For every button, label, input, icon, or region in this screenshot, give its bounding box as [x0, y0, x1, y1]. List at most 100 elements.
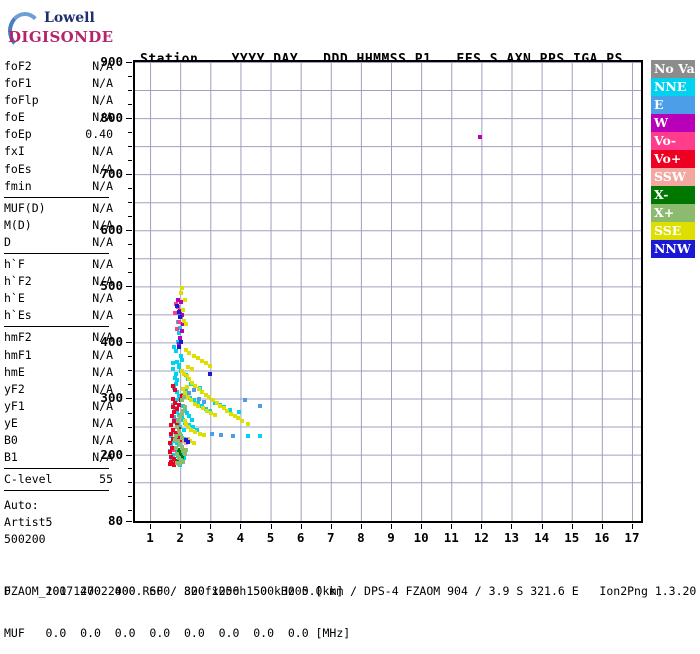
scatter-point	[208, 363, 213, 368]
muf-row: MUF 0.0 0.0 0.0 0.0 0.0 0.0 0.0 0.0 [MHz…	[4, 626, 351, 640]
scatter-point	[168, 441, 173, 446]
param-row: M(D) N/A	[4, 217, 116, 234]
scatter-point	[184, 373, 189, 378]
legend-item-x[interactable]: X-	[651, 186, 695, 204]
legend-item-e[interactable]: E	[651, 96, 695, 114]
scatter-point	[258, 404, 263, 409]
scatter-point	[191, 353, 196, 358]
legend-item-no-val[interactable]: No Val	[651, 60, 695, 78]
scatter-point	[177, 426, 182, 431]
y-axis-tick	[126, 454, 132, 456]
x-axis-tick	[300, 524, 302, 529]
scatter-point	[178, 325, 183, 330]
param-row: foF2 N/A	[4, 58, 116, 75]
y-axis-minor-tick	[128, 426, 132, 428]
scatter-point	[207, 395, 212, 400]
scatter-point	[204, 408, 209, 413]
scatter-point	[213, 413, 218, 418]
param-value: 0.40	[85, 127, 113, 142]
scatter-point	[177, 342, 182, 347]
y-axis-minor-tick	[128, 188, 132, 190]
scatter-point	[201, 399, 206, 404]
scatter-point	[183, 388, 188, 393]
x-axis-label: 2	[176, 530, 184, 545]
scatter-point	[176, 331, 181, 336]
scatter-point	[176, 402, 181, 407]
param-name: D	[4, 234, 11, 249]
scatter-point	[167, 462, 172, 467]
param-group-divider	[4, 468, 109, 470]
param-group-divider	[4, 253, 109, 255]
x-axis-label: 9	[387, 530, 395, 545]
polarization-legend: No Val NNE E W Vo- Vo+ SSW X- X+ SSE NNW	[651, 60, 695, 258]
scatter-point	[180, 328, 185, 333]
scatter-point	[172, 463, 177, 468]
scatter-point	[176, 428, 181, 433]
scatter-point	[183, 441, 188, 446]
y-axis-label: 700	[100, 166, 123, 182]
y-axis-minor-tick	[128, 496, 132, 498]
scatter-point	[168, 460, 173, 465]
y-axis-minor-tick	[128, 509, 132, 511]
scatter-point	[183, 348, 188, 353]
param-name: foFlp	[4, 93, 39, 108]
param-value: N/A	[92, 308, 113, 323]
legend-item-vo[interactable]: Vo+	[651, 150, 695, 168]
param-value: N/A	[92, 398, 113, 413]
y-axis-minor-tick	[128, 146, 132, 148]
scatter-point	[210, 398, 215, 403]
scatter-point	[172, 400, 177, 405]
y-axis-minor-tick	[128, 272, 132, 274]
param-value: 55	[99, 472, 113, 487]
param-name: foE	[4, 110, 25, 125]
scatter-point	[180, 358, 185, 363]
y-axis: 200 300 400 500 600 700 800 900 80	[90, 54, 132, 535]
x-axis-label: 17	[624, 530, 640, 545]
x-axis-tick	[270, 524, 272, 529]
scatter-point	[190, 380, 195, 385]
param-value: N/A	[92, 110, 113, 125]
param-value: N/A	[92, 144, 113, 159]
scatter-point	[182, 452, 187, 457]
x-axis-label: 7	[327, 530, 335, 545]
legend-item-x[interactable]: X+	[651, 204, 695, 222]
scatter-point	[169, 445, 174, 450]
y-axis-minor-tick	[128, 202, 132, 204]
scatter-point	[184, 410, 189, 415]
scatter-point	[200, 406, 205, 411]
y-axis-label: 200	[100, 446, 123, 462]
legend-item-sse[interactable]: SSE	[651, 222, 695, 240]
legend-item-nnw[interactable]: NNW	[651, 240, 695, 258]
scatter-point	[177, 455, 182, 460]
scatter-point	[201, 433, 206, 438]
legend-item-vo[interactable]: Vo-	[651, 132, 695, 150]
auto-scaler-info: Artist5	[4, 515, 53, 530]
scatter-point	[189, 427, 194, 432]
param-name: h`F2	[4, 274, 32, 289]
legend-item-ssw[interactable]: SSW	[651, 168, 695, 186]
y-axis-minor-tick	[128, 104, 132, 106]
scatter-point	[203, 392, 208, 397]
x-axis-tick	[481, 524, 483, 529]
param-name: M(D)	[4, 217, 32, 232]
param-row: h`E N/A	[4, 290, 116, 307]
scatter-point	[187, 390, 192, 395]
y-axis-minor-tick	[128, 356, 132, 358]
scatter-point	[184, 447, 189, 452]
scatter-point	[169, 462, 174, 467]
param-name: yF1	[4, 398, 25, 413]
scatter-point	[237, 409, 242, 414]
legend-item-w[interactable]: W	[651, 114, 695, 132]
scatter-point	[169, 423, 174, 428]
scatter-point	[174, 409, 179, 414]
y-axis-tick	[126, 230, 132, 232]
scatter-point	[181, 387, 186, 392]
scatter-point	[180, 404, 185, 409]
scatter-point	[175, 418, 180, 423]
scatter-point	[191, 425, 196, 430]
ionogram-plot-area[interactable]	[133, 60, 643, 523]
scatter-point	[172, 344, 177, 349]
param-value: N/A	[92, 161, 113, 176]
param-name: yE	[4, 415, 18, 430]
legend-item-nne[interactable]: NNE	[651, 78, 695, 96]
